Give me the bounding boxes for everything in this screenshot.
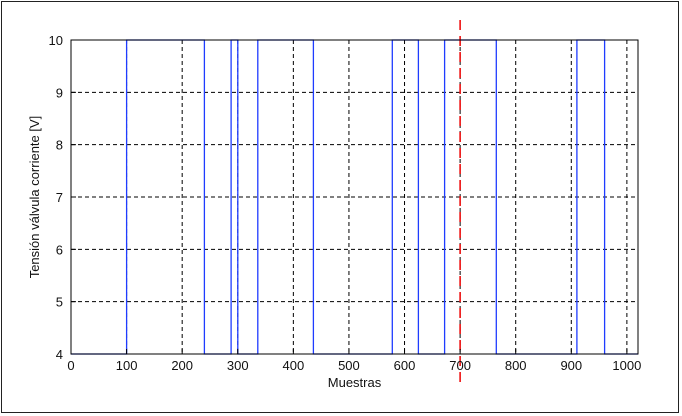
y-tick-label: 8 [56,138,63,153]
x-tick-label: 300 [227,358,249,373]
x-tick-label: 400 [283,358,305,373]
y-tick-label: 4 [56,347,63,362]
x-tick-label: 200 [171,358,193,373]
x-tick-label: 700 [449,358,471,373]
y-tick-label: 7 [56,190,63,205]
y-tick-label: 9 [56,85,63,100]
x-tick-label: 1000 [612,358,641,373]
x-tick-label: 100 [116,358,138,373]
y-tick-label: 10 [49,33,63,48]
y-tick-label: 5 [56,295,63,310]
x-tick-label: 500 [338,358,360,373]
x-tick-label: 900 [560,358,582,373]
x-tick-label: 0 [67,358,74,373]
x-tick-label: 600 [394,358,416,373]
x-tick-label: 800 [505,358,527,373]
grid-lines [71,40,638,354]
x-axis-label: Muestras [328,375,382,390]
y-axis-ticks: 4 5 6 7 8 9 10 [49,33,76,362]
y-tick-label: 6 [56,242,63,257]
y-axis-label: Tensión válvula corriente [V] [27,116,42,279]
x-axis-ticks: 0 100 200 300 400 500 600 700 800 900 1000 [67,349,641,373]
